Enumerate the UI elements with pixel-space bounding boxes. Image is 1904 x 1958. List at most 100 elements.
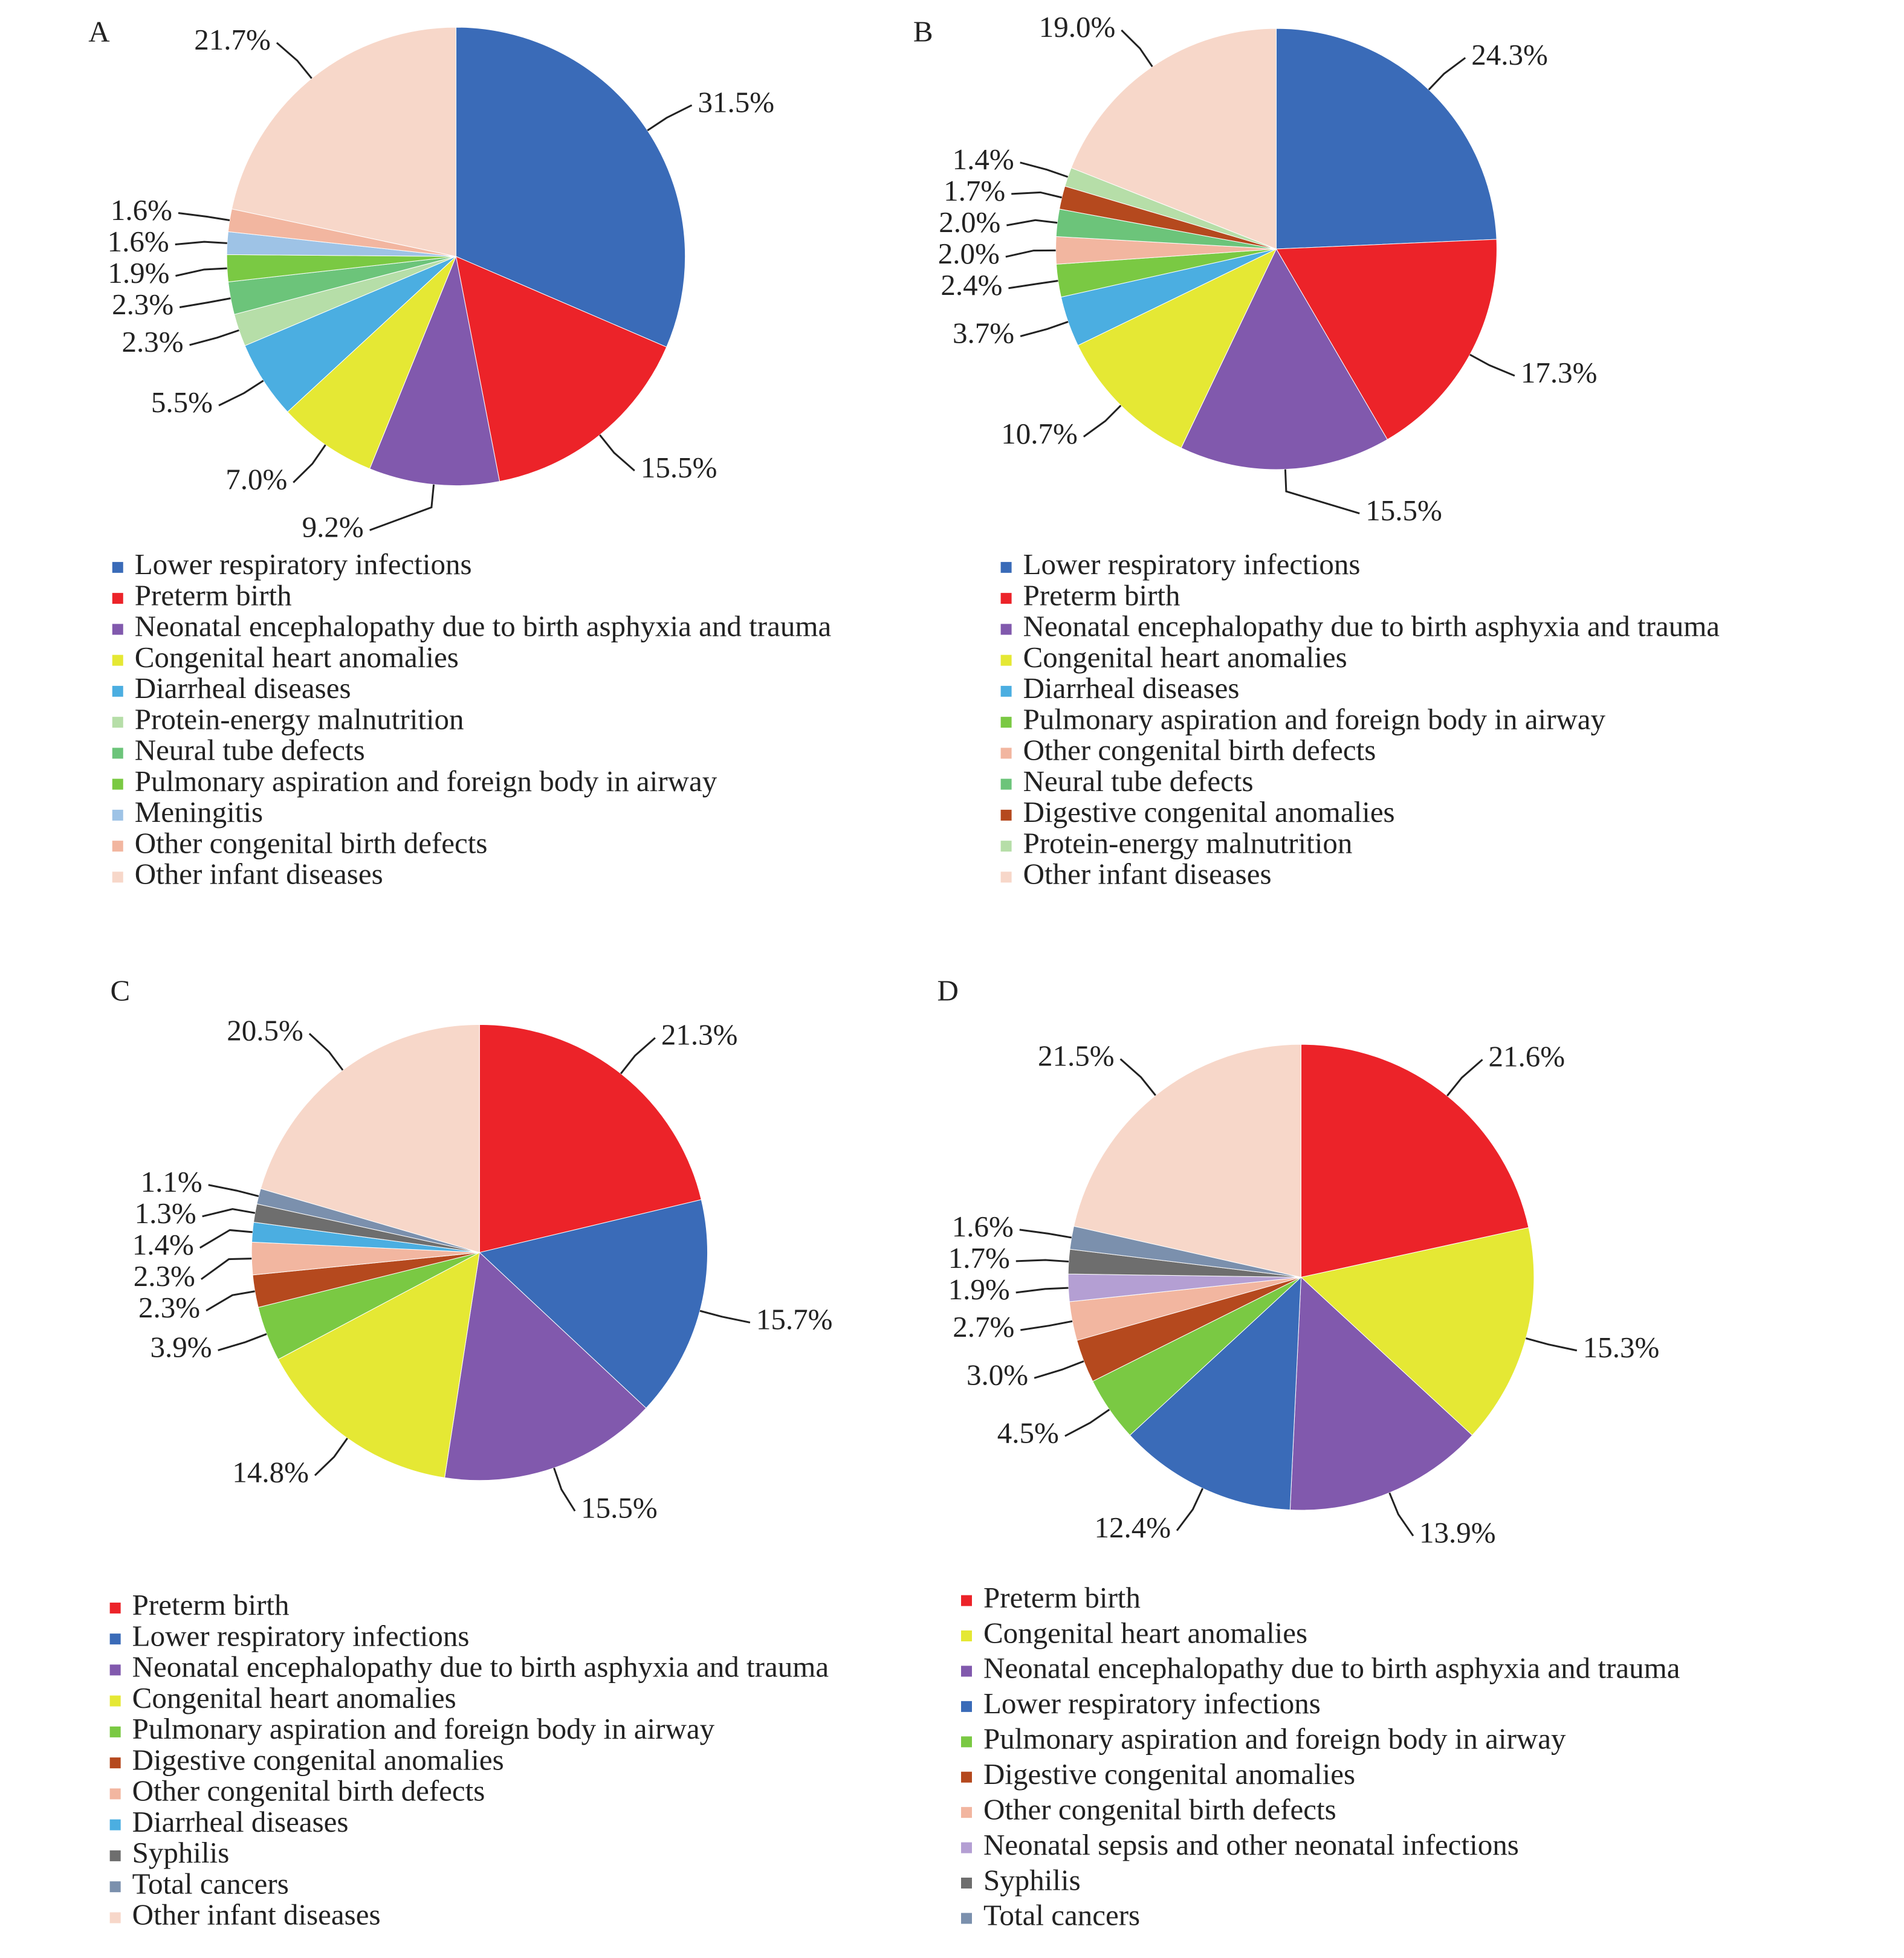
legend-label: Other congenital birth defects: [983, 1792, 1336, 1826]
legend-label: Syphilis: [983, 1863, 1081, 1896]
leader-line: [178, 212, 230, 221]
legend-swatch: [961, 1878, 972, 1889]
panel-title: C: [111, 974, 131, 1007]
legend-label: Syphilis: [132, 1836, 230, 1869]
legend-label: Preterm birth: [132, 1588, 290, 1621]
legend-label: Lower respiratory infections: [1023, 548, 1361, 581]
leader-line: [699, 1310, 751, 1323]
legend-label: Meningitis: [135, 795, 263, 829]
slice-label: 13.9%: [1419, 1516, 1496, 1549]
slice-label: 2.3%: [134, 1259, 195, 1293]
pie-slice: [1289, 1276, 1473, 1511]
legend-swatch: [112, 778, 123, 790]
slice-label: 9.2%: [302, 511, 364, 544]
leader-line: [218, 380, 264, 407]
legend-label: Neonatal encephalopathy due to birth asp…: [132, 1650, 829, 1684]
legend-swatch: [109, 1788, 121, 1800]
legend-swatch: [961, 1842, 972, 1853]
pie-slice: [455, 256, 667, 482]
panel-title: B: [913, 15, 933, 48]
leader-line: [308, 1033, 344, 1071]
leader-line: [208, 1184, 259, 1197]
slice-label: 1.1%: [141, 1165, 202, 1198]
leader-line: [1119, 1058, 1156, 1096]
leader-line: [620, 1037, 656, 1074]
leader-line: [1428, 57, 1466, 91]
legend-swatch: [112, 871, 123, 883]
leader-line: [553, 1467, 576, 1512]
legend-label: Neonatal encephalopathy due to birth asp…: [135, 610, 832, 643]
leader-line: [175, 267, 227, 277]
legend-label: Congenital heart anomalies: [1023, 641, 1347, 674]
legend-label: Other infant diseases: [135, 858, 383, 891]
legend-label: Digestive congenital anomalies: [983, 1757, 1355, 1791]
legend-label: Protein-energy malnutrition: [1023, 826, 1353, 859]
leader-line: [1526, 1337, 1578, 1352]
leader-line: [1008, 280, 1058, 289]
slice-label: 2.7%: [953, 1310, 1014, 1343]
legend-label: Digestive congenital anomalies: [1023, 795, 1395, 829]
slice-label: 3.7%: [953, 317, 1014, 350]
slice-label: 21.7%: [194, 23, 271, 56]
slice-label: 1.3%: [135, 1197, 196, 1230]
pie-slice: [287, 256, 456, 470]
slice-label: 1.9%: [108, 256, 169, 289]
legend-swatch: [1000, 717, 1012, 728]
leader-line: [218, 1333, 267, 1351]
legend-swatch: [112, 717, 123, 728]
legend-label: Pulmonary aspiration and foreign body in…: [132, 1712, 715, 1745]
legend-label: Congenital heart anomalies: [132, 1681, 456, 1714]
pie-slice: [369, 255, 500, 486]
legend-swatch: [1000, 593, 1012, 604]
legend-label: Pulmonary aspiration and foreign body in…: [135, 764, 717, 798]
leader-line: [1015, 1259, 1069, 1263]
legend-swatch: [109, 1664, 121, 1676]
slice-label: 3.0%: [967, 1359, 1028, 1392]
leader-line: [1005, 249, 1056, 258]
legend-swatch: [1000, 748, 1012, 759]
legend-swatch: [961, 1771, 972, 1783]
pie-slice: [277, 1252, 480, 1478]
legend-label: Total cancers: [983, 1899, 1140, 1932]
legend-swatch: [109, 1881, 121, 1893]
slice-label: 1.7%: [948, 1241, 1010, 1275]
leader-line: [202, 1208, 256, 1218]
slice-label: 2.3%: [112, 288, 173, 321]
legend-label: Diarrheal diseases: [1023, 671, 1240, 705]
leader-line: [369, 484, 435, 531]
legend-swatch: [961, 1595, 972, 1606]
legend-swatch: [109, 1633, 121, 1645]
legend-label: Lower respiratory infections: [983, 1687, 1321, 1720]
leader-line: [189, 329, 239, 346]
legend-swatch: [961, 1913, 972, 1924]
legend-swatch: [1000, 841, 1012, 852]
legend-swatch: [1000, 778, 1012, 790]
slice-label: 21.5%: [1038, 1039, 1115, 1073]
pie-slice: [1275, 239, 1497, 440]
slice-label: 2.0%: [938, 237, 1000, 270]
slice-label: 15.5%: [641, 451, 717, 484]
legend-label: Digestive congenital anomalies: [132, 1743, 504, 1776]
legend-swatch: [112, 561, 123, 573]
legend-swatch: [109, 1850, 121, 1861]
panel-title: A: [88, 15, 110, 48]
pie-slice: [260, 1024, 480, 1253]
legend-swatch: [109, 1695, 121, 1707]
slice-label: 1.7%: [944, 174, 1005, 207]
legend-label: Neonatal sepsis and other neonatal infec…: [983, 1828, 1519, 1861]
pie-slice: [244, 256, 456, 413]
legend-label: Other congenital birth defects: [1023, 734, 1376, 767]
leader-line: [206, 1290, 255, 1312]
slice-label: 17.3%: [1521, 356, 1598, 389]
legend-swatch: [1000, 561, 1012, 573]
legend-swatch: [109, 1757, 121, 1769]
leader-line: [1176, 1488, 1204, 1531]
legend-swatch: [112, 685, 123, 697]
legend-label: Diarrheal diseases: [132, 1805, 349, 1838]
slice-label: 1.4%: [132, 1228, 194, 1261]
legend-label: Congenital heart anomalies: [983, 1616, 1307, 1649]
legend-swatch: [1000, 654, 1012, 666]
slice-label: 3.9%: [151, 1331, 212, 1364]
legend-swatch: [109, 1912, 121, 1924]
